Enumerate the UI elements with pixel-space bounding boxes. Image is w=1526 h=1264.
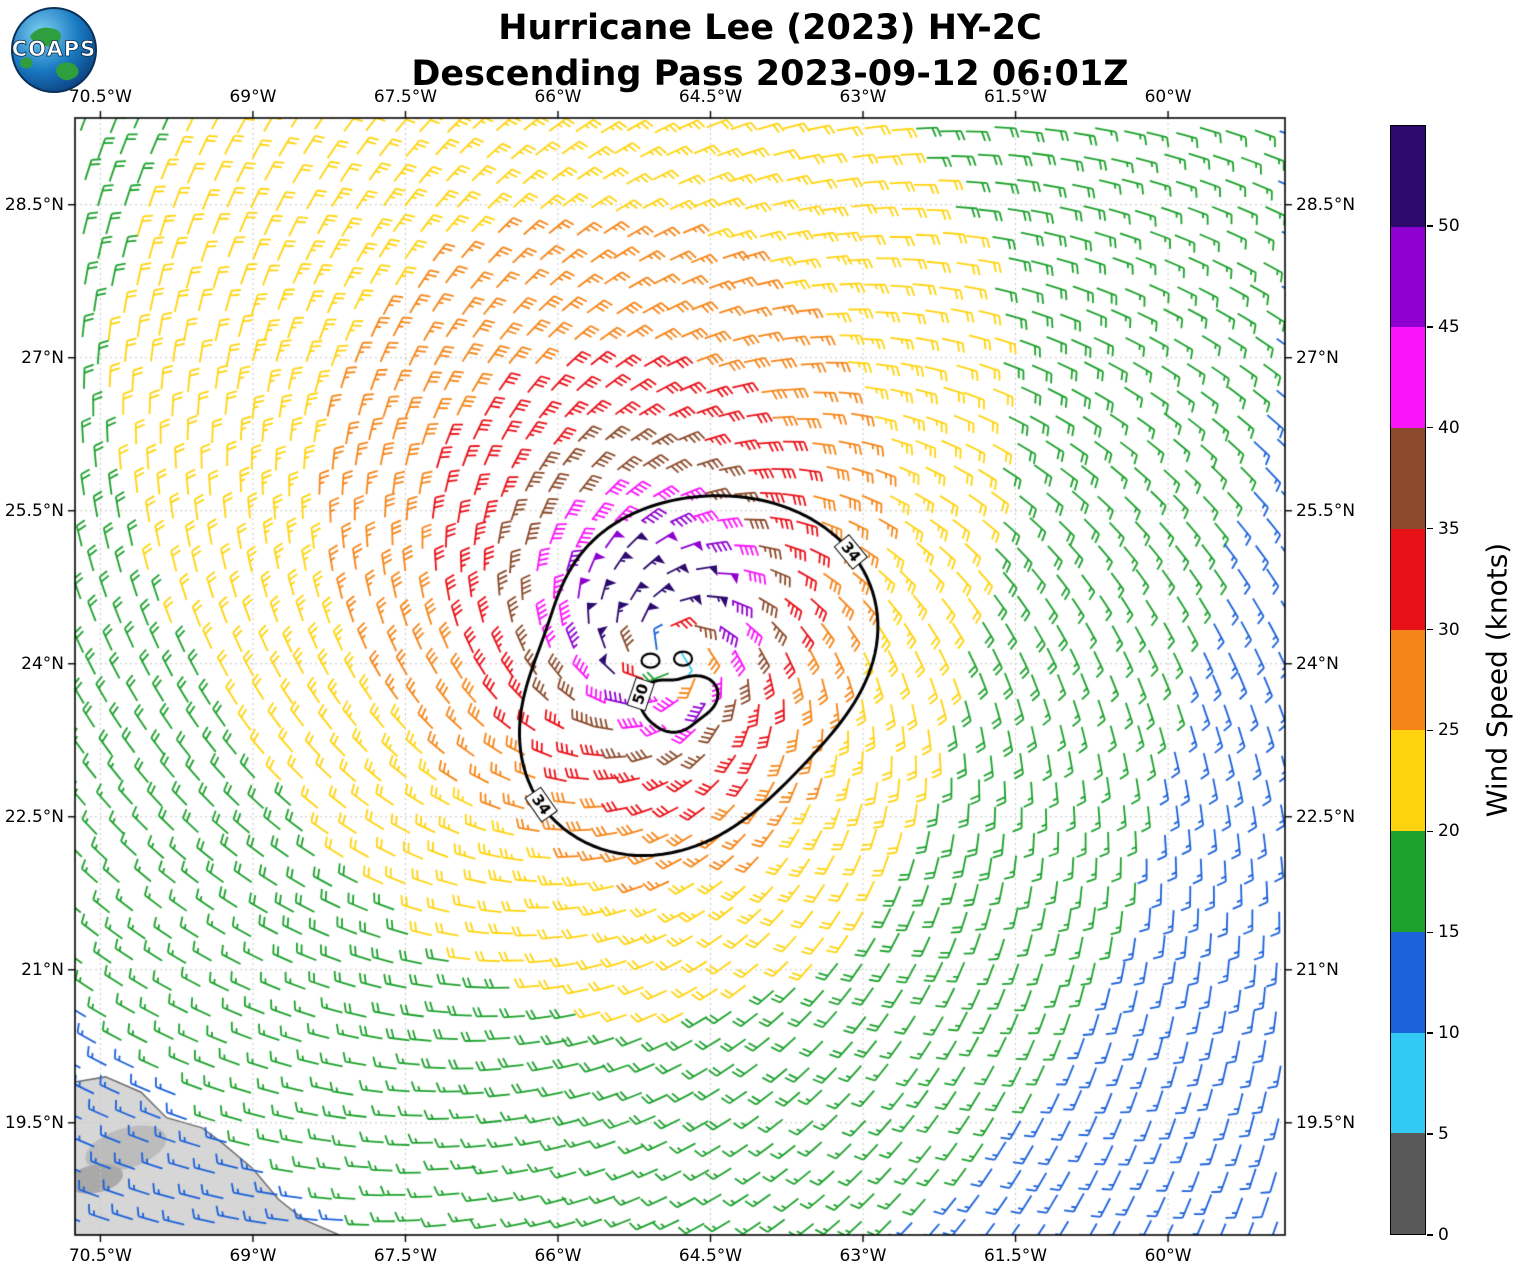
- colorbar-tick-mark: [1427, 1032, 1433, 1034]
- x-axis-tick-label-top: 69°W: [229, 87, 277, 107]
- colorbar-tick-label: 10: [1438, 1023, 1460, 1044]
- colorbar-axis-label: Wind Speed (knots): [1480, 542, 1514, 818]
- colorbar-tick-label: 40: [1438, 417, 1460, 438]
- y-axis-tick-label-right: 19.5°N: [1296, 1112, 1356, 1133]
- colorbar-tick-mark: [1427, 830, 1433, 833]
- colorbar-segment: [1391, 528, 1425, 630]
- colorbar-tick-label: 25: [1438, 720, 1460, 741]
- colorbar-segment: [1391, 226, 1425, 328]
- colorbar-segment: [1391, 1133, 1425, 1235]
- x-axis-tick-label-bottom: 61.5°W: [983, 1246, 1048, 1264]
- colorbar-segment: [1391, 126, 1425, 227]
- x-axis-tick-label-top: 67.5°W: [373, 87, 438, 107]
- colorbar-tick-mark: [1427, 628, 1433, 631]
- y-axis-tick-label-left: 28.5°N: [4, 194, 64, 215]
- y-axis-tick-label-right: 24°N: [1296, 653, 1339, 674]
- colorbar-tick-label: 20: [1438, 821, 1460, 842]
- x-axis-tick-label-top: 66°W: [534, 87, 582, 107]
- colorbar-tick-mark: [1427, 427, 1433, 429]
- y-axis-tick-label-left: 27°N: [21, 347, 64, 368]
- colorbar-tick-label: 50: [1438, 215, 1460, 236]
- x-axis-tick-label-bottom: 66°W: [534, 1246, 582, 1264]
- y-axis-tick-label-right: 22.5°N: [1296, 806, 1356, 827]
- colorbar-tick-mark: [1427, 729, 1433, 732]
- y-axis-tick-label-right: 28.5°N: [1296, 194, 1356, 215]
- x-axis-tick-label-top: 61.5°W: [983, 87, 1048, 107]
- colorbar-segment: [1391, 831, 1425, 932]
- y-axis-tick-label-right: 27°N: [1296, 347, 1339, 368]
- x-axis-tick-label-top: 64.5°W: [678, 87, 743, 107]
- colorbar-segment: [1391, 730, 1425, 832]
- colorbar-tick-label: 30: [1438, 619, 1460, 640]
- colorbar-tick-label: 35: [1438, 518, 1460, 539]
- y-axis-tick-label-left: 25.5°N: [4, 500, 64, 521]
- colorbar-tick-mark: [1427, 1234, 1433, 1236]
- y-axis-tick-label-left: 19.5°N: [4, 1112, 64, 1133]
- colorbar-segment: [1391, 327, 1425, 429]
- colorbar-tick-label: 45: [1438, 316, 1460, 337]
- colorbar-tick-mark: [1427, 225, 1433, 227]
- x-axis-tick-label-bottom: 63°W: [839, 1246, 887, 1264]
- y-axis-tick-label-right: 21°N: [1296, 959, 1339, 980]
- y-axis-tick-label-right: 25.5°N: [1296, 500, 1356, 521]
- colorbar-segment: [1391, 931, 1425, 1033]
- x-axis-tick-label-bottom: 69°W: [229, 1246, 277, 1264]
- x-axis-tick-label-bottom: 60°W: [1144, 1246, 1192, 1264]
- x-axis-tick-label-top: 60°W: [1144, 87, 1192, 107]
- colorbar-tick-mark: [1427, 1133, 1433, 1135]
- colorbar-segment: [1391, 1032, 1425, 1134]
- x-axis-tick-label-bottom: 70.5°W: [68, 1246, 132, 1264]
- colorbar-tick-mark: [1427, 931, 1433, 933]
- y-axis-tick-label-left: 22.5°N: [4, 806, 64, 827]
- x-axis-tick-label-bottom: 64.5°W: [678, 1246, 743, 1264]
- y-axis-tick-label-left: 24°N: [21, 653, 64, 674]
- colorbar-tick-mark: [1427, 326, 1433, 328]
- colorbar-segment: [1391, 629, 1425, 731]
- colorbar: [1390, 125, 1426, 1235]
- colorbar-tick-mark: [1427, 527, 1433, 530]
- x-axis-tick-label-top: 63°W: [839, 87, 887, 107]
- colorbar-tick-label: 5: [1438, 1124, 1449, 1145]
- colorbar-segment: [1391, 428, 1425, 529]
- x-axis-tick-label-top: 70.5°W: [68, 87, 132, 107]
- y-axis-tick-label-left: 21°N: [21, 959, 64, 980]
- colorbar-tick-label: 0: [1438, 1225, 1449, 1245]
- x-axis-tick-label-bottom: 67.5°W: [373, 1246, 438, 1264]
- colorbar-tick-label: 15: [1438, 922, 1460, 943]
